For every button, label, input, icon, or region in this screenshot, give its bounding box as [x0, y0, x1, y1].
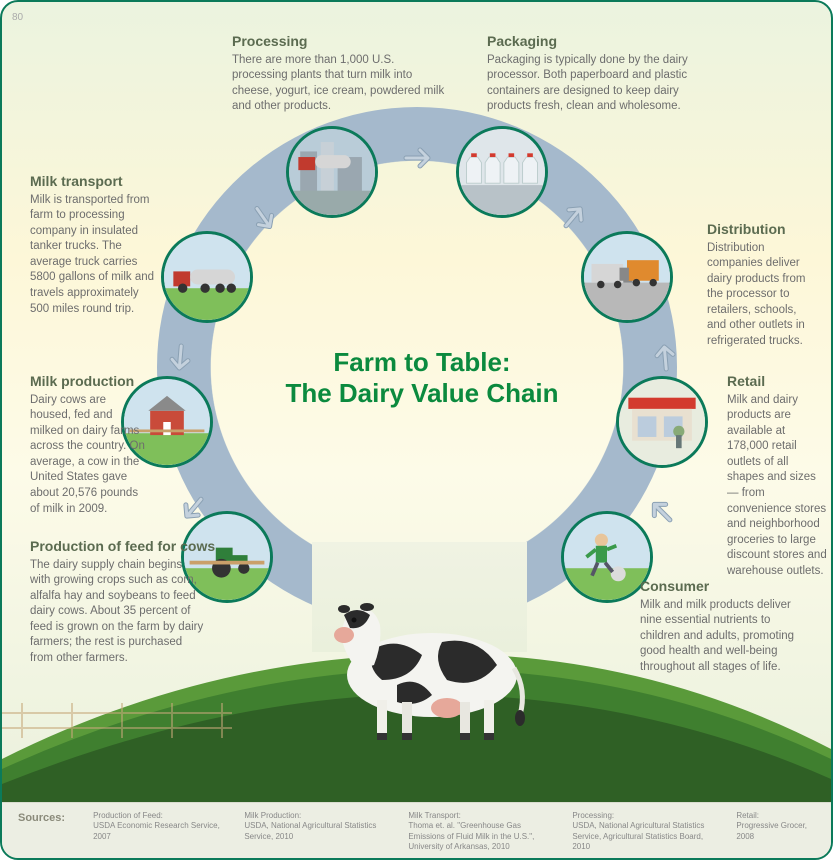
holstein-cow: [302, 580, 542, 750]
source-detail: USDA, National Agricultural Statistics S…: [572, 821, 712, 852]
page-number: 80: [12, 12, 23, 23]
source-item: Production of Feed: USDA Economic Resear…: [93, 811, 220, 853]
node-transport: [161, 231, 253, 323]
infographic-page: Farm to Table: The Dairy Value Chain: [0, 0, 833, 860]
caption-title: Milk production: [30, 372, 148, 391]
caption-title: Processing: [232, 32, 447, 51]
sources-columns: Production of Feed: USDA Economic Resear…: [93, 811, 815, 853]
node-distribution: [581, 231, 673, 323]
title-line1: Farm to Table:: [222, 347, 622, 378]
flow-arrow-1: [160, 340, 199, 379]
node-retail: [616, 376, 708, 468]
source-item: Milk Transport: Thoma et. al. "Greenhous…: [408, 811, 548, 853]
caption-body: There are more than 1,000 U.S. processin…: [232, 53, 447, 115]
source-detail: USDA, National Agricultural Statistics S…: [244, 821, 384, 842]
caption-title: Production of feed for cows: [30, 537, 205, 556]
flow-arrow-3: [402, 140, 438, 176]
caption-title: Milk transport: [30, 172, 158, 191]
source-item: Processing: USDA, National Agricultural …: [572, 811, 712, 853]
caption-title: Distribution: [707, 220, 817, 239]
sources-label: Sources:: [18, 811, 65, 825]
source-detail: Progressive Grocer, 2008: [736, 821, 815, 842]
caption-body: Distribution companies deliver dairy pro…: [707, 241, 817, 350]
title-line2: The Dairy Value Chain: [222, 378, 622, 409]
caption-transport: Milk transport Milk is transported from …: [30, 172, 158, 317]
caption-title: Consumer: [640, 577, 810, 596]
sources-bar: Sources: Production of Feed: USDA Econom…: [2, 802, 831, 858]
source-title: Processing:: [572, 811, 712, 821]
source-title: Retail:: [736, 811, 815, 821]
caption-production: Milk production Dairy cows are housed, f…: [30, 372, 148, 517]
flow-arrow-5: [645, 335, 684, 374]
source-title: Milk Transport:: [408, 811, 548, 821]
caption-distribution: Distribution Distribution companies deli…: [707, 220, 817, 350]
caption-processing: Processing There are more than 1,000 U.S…: [232, 32, 447, 115]
source-item: Milk Production: USDA, National Agricult…: [244, 811, 384, 853]
caption-title: Retail: [727, 372, 827, 391]
caption-title: Packaging: [487, 32, 707, 51]
caption-packaging: Packaging Packaging is typically done by…: [487, 32, 707, 115]
source-detail: USDA Economic Research Service, 2007: [93, 821, 220, 842]
caption-retail: Retail Milk and dairy products are avail…: [727, 372, 827, 579]
source-title: Milk Production:: [244, 811, 384, 821]
background-fence: [2, 698, 232, 748]
node-packaging: [456, 126, 548, 218]
source-title: Production of Feed:: [93, 811, 220, 821]
caption-body: Milk and dairy products are available at…: [727, 393, 827, 579]
center-title: Farm to Table: The Dairy Value Chain: [222, 347, 622, 409]
caption-body: Packaging is typically done by the dairy…: [487, 53, 707, 115]
caption-body: Milk is transported from farm to process…: [30, 193, 158, 317]
node-processing: [286, 126, 378, 218]
source-item: Retail: Progressive Grocer, 2008: [736, 811, 815, 853]
source-detail: Thoma et. al. "Greenhouse Gas Emissions …: [408, 821, 548, 852]
caption-body: Dairy cows are housed, fed and milked on…: [30, 393, 148, 517]
